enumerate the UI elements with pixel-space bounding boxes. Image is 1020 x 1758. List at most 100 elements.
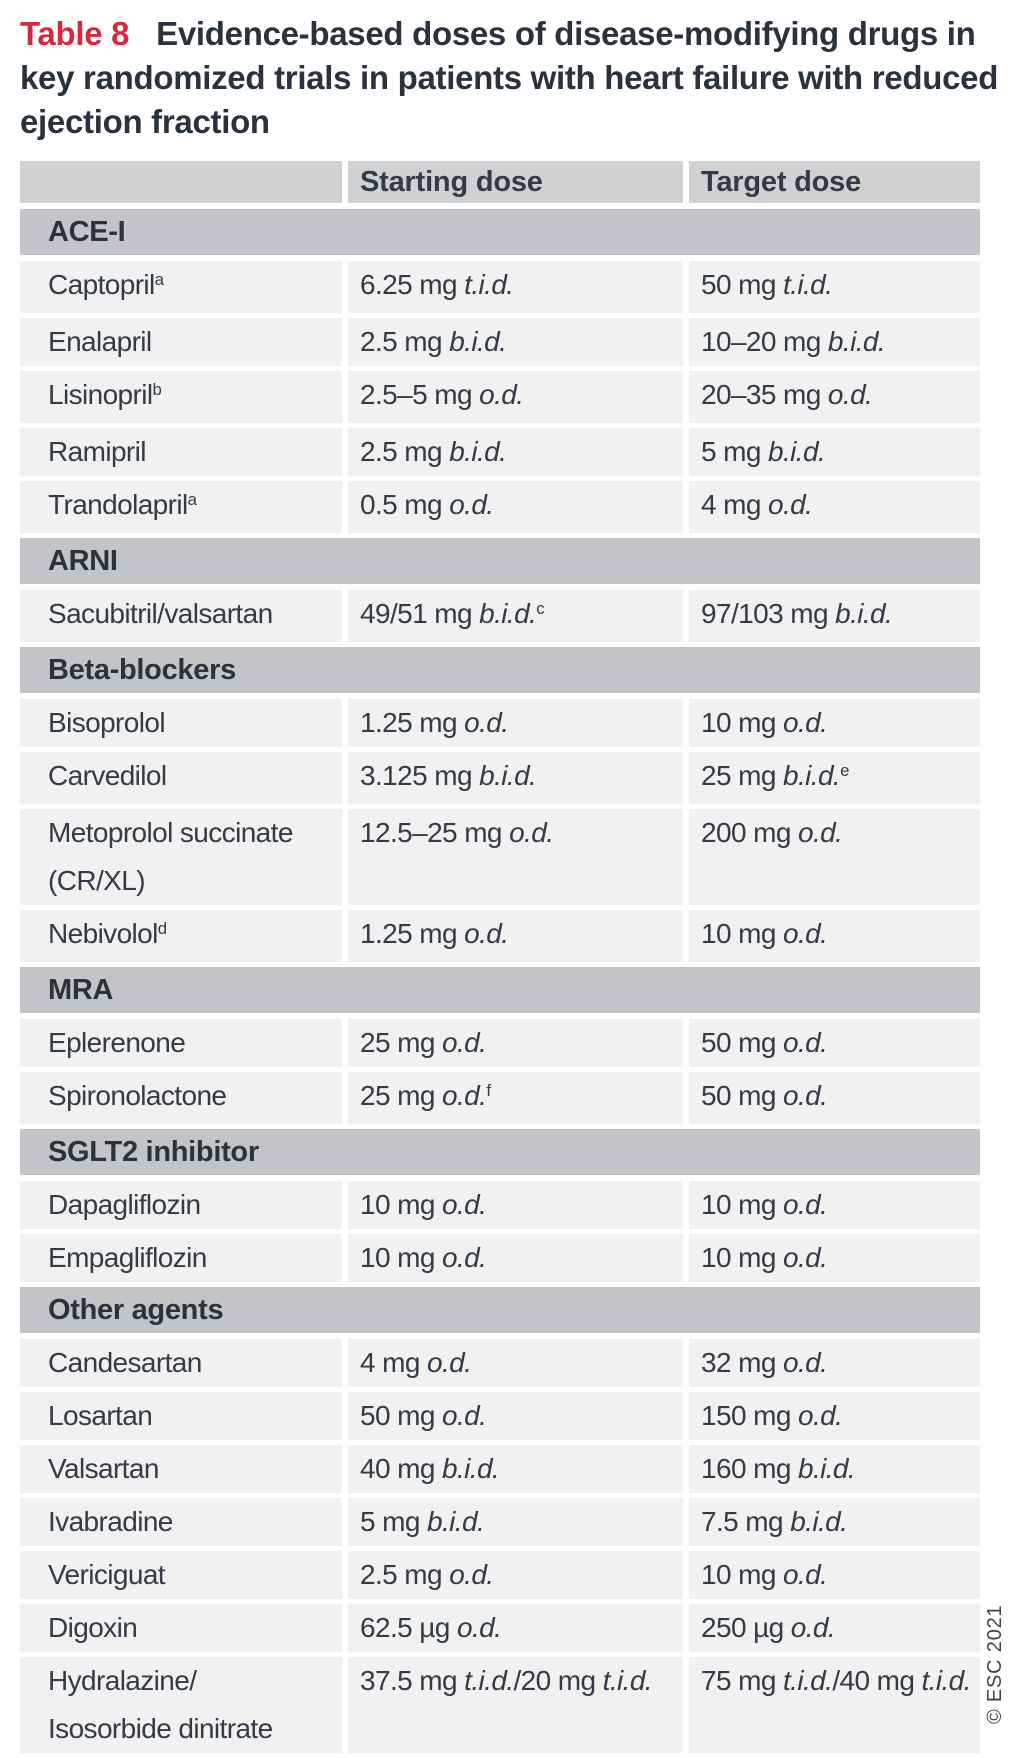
text-segment: 4 mg [360, 1347, 428, 1378]
table-section: MRA Eplerenone 25 mg o.d. 50 mg o.d. Spi… [20, 967, 980, 1124]
dose-frequency-abbrev: o.d. [449, 1559, 494, 1590]
dose-frequency-abbrev: b.i.d. [768, 436, 826, 467]
table-row: Ramipril 2.5 mg b.i.d. 5 mg b.i.d. [20, 428, 980, 476]
starting-dose-cell: 10 mg o.d. [348, 1234, 683, 1282]
text-segment: Bisoprolol [48, 707, 166, 738]
text-segment: 10 mg [701, 707, 783, 738]
section-title: SGLT2 inhibitor [48, 1136, 259, 1168]
table-row: Nebivolold 1.25 mg o.d. 10 mg o.d. [20, 910, 980, 962]
empty-header-cell [20, 161, 342, 203]
text-segment: 10 mg [360, 1242, 442, 1273]
starting-dose-cell: 50 mg o.d. [348, 1392, 683, 1440]
section-rows: Candesartan 4 mg o.d. 32 mg o.d. Losarta… [20, 1339, 980, 1753]
text-segment: Valsartan [48, 1453, 159, 1484]
table-row: Bisoprolol 1.25 mg o.d. 10 mg o.d. [20, 699, 980, 747]
text-segment: 2.5 mg [360, 436, 450, 467]
text-segment: Spironolactone [48, 1080, 227, 1111]
table-body: ACE-I Captoprila 6.25 mg t.i.d. 50 mg t.… [20, 209, 980, 1753]
dose-frequency-abbrev: b.i.d. [449, 326, 507, 357]
table-row: Candesartan 4 mg o.d. 32 mg o.d. [20, 1339, 980, 1387]
dose-frequency-abbrev: o.d. [783, 1027, 828, 1058]
footnote-marker: d [157, 918, 168, 938]
target-dose-cell: 50 mg o.d. [689, 1019, 980, 1067]
drug-name-cell: Lisinoprilb [20, 371, 342, 423]
table-row: Digoxin 62.5 µg o.d. 250 µg o.d. [20, 1604, 980, 1652]
drug-name-cell: Dapagliflozin [20, 1181, 342, 1229]
dose-frequency-abbrev: b.i.d. [449, 436, 507, 467]
starting-dose-cell: 37.5 mg t.i.d./20 mg t.i.d. [348, 1657, 683, 1753]
dose-frequency-abbrev: o.d. [442, 1027, 487, 1058]
text-segment: (CR/XL) [48, 865, 146, 896]
section-rows: Captoprila 6.25 mg t.i.d. 50 mg t.i.d. E… [20, 261, 980, 533]
drug-name-cell: Trandolaprila [20, 481, 342, 533]
dose-frequency-abbrev: o.d. [509, 817, 554, 848]
text-segment: Trandolapril [48, 489, 188, 520]
dose-frequency-abbrev: o.d. [783, 1559, 828, 1590]
target-dose-cell: 10 mg o.d. [689, 1551, 980, 1599]
target-dose-cell: 5 mg b.i.d. [689, 428, 980, 476]
section-header-bar: SGLT2 inhibitor [20, 1129, 980, 1175]
table-caption: Table 8 Evidence-based doses of disease-m… [20, 12, 1005, 144]
text-segment: 10 mg [701, 1189, 783, 1220]
dose-frequency-abbrev: t.i.d. [602, 1665, 653, 1696]
dose-frequency-abbrev: b.i.d. [442, 1453, 500, 1484]
starting-dose-cell: 10 mg o.d. [348, 1181, 683, 1229]
drug-name-cell: Spironolactone [20, 1072, 342, 1124]
starting-dose-cell: 49/51 mg b.i.d.c [348, 590, 683, 642]
text-segment: Enalapril [48, 326, 152, 357]
text-segment: Nebivolol [48, 918, 158, 949]
starting-dose-cell: 25 mg o.d.f [348, 1072, 683, 1124]
text-segment: 10 mg [701, 1242, 783, 1273]
text-segment: 10 mg [360, 1189, 442, 1220]
text-segment: 25 mg [360, 1080, 442, 1111]
text-segment: 40 mg [360, 1453, 442, 1484]
target-dose-column-header: Target dose [689, 161, 980, 203]
text-segment: 50 mg [701, 1080, 783, 1111]
text-segment: 160 mg [701, 1453, 798, 1484]
drug-name-cell: Carvedilol [20, 752, 342, 804]
dose-table: Starting dose Target dose ACE-I Captopri… [20, 161, 980, 1758]
drug-name-cell: Eplerenone [20, 1019, 342, 1067]
table-row: Eplerenone 25 mg o.d. 50 mg o.d. [20, 1019, 980, 1067]
table-row: Captoprila 6.25 mg t.i.d. 50 mg t.i.d. [20, 261, 980, 313]
dose-frequency-abbrev: o.d. [783, 1242, 828, 1273]
starting-dose-cell: 5 mg b.i.d. [348, 1498, 683, 1546]
text-segment: Empagliflozin [48, 1242, 207, 1273]
dose-frequency-abbrev: o.d. [783, 1347, 828, 1378]
table-section: Other agents Candesartan 4 mg o.d. 32 mg… [20, 1287, 980, 1753]
starting-dose-cell: 12.5–25 mg o.d. [348, 809, 683, 905]
dose-frequency-abbrev: o.d. [797, 817, 843, 848]
dose-frequency-abbrev: o.d. [427, 1347, 472, 1378]
drug-name-cell: Sacubitril/valsartan [20, 590, 342, 642]
text-segment: Dapagliflozin [48, 1189, 201, 1220]
target-dose-cell: 250 µg o.d. [689, 1604, 980, 1652]
dose-frequency-abbrev: b.i.d. [797, 1453, 856, 1484]
dose-frequency-abbrev: b.i.d. [827, 326, 886, 357]
starting-dose-cell: 62.5 µg o.d. [348, 1604, 683, 1652]
table-row: Enalapril 2.5 mg b.i.d. 10–20 mg b.i.d. [20, 318, 980, 366]
copyright-notice: © ESC 2021 [984, 1604, 1006, 1724]
starting-dose-cell: 3.125 mg b.i.d. [348, 752, 683, 804]
text-segment: 10 mg [701, 1559, 783, 1590]
section-header-bar: MRA [20, 967, 980, 1013]
text-segment: 7.5 mg [701, 1506, 791, 1537]
starting-dose-column-header: Starting dose [348, 161, 683, 203]
footnote-marker: f [486, 1080, 491, 1100]
target-dose-cell: 50 mg t.i.d. [689, 261, 980, 313]
table-row: Lisinoprilb 2.5–5 mg o.d. 20–35 mg o.d. [20, 371, 980, 423]
text-segment: Isosorbide dinitrate [48, 1713, 273, 1744]
table-section: Beta-blockers Bisoprolol 1.25 mg o.d. 10… [20, 647, 980, 962]
text-segment: 2.5 mg [360, 326, 450, 357]
text-segment: 62.5 µg [360, 1612, 457, 1643]
section-rows: Eplerenone 25 mg o.d. 50 mg o.d. Spirono… [20, 1019, 980, 1124]
target-dose-cell: 25 mg b.i.d.e [689, 752, 980, 804]
text-segment: Metoprolol succinate [48, 817, 293, 848]
table-row: Vericiguat 2.5 mg o.d. 10 mg o.d. [20, 1551, 980, 1599]
dose-frequency-abbrev: t.i.d. [464, 1665, 514, 1696]
drug-name-cell: Ramipril [20, 428, 342, 476]
section-title: ARNI [48, 545, 118, 577]
section-title: Other agents [48, 1294, 224, 1326]
target-dose-cell: 10 mg o.d. [689, 699, 980, 747]
text-segment: 200 mg [701, 817, 798, 848]
